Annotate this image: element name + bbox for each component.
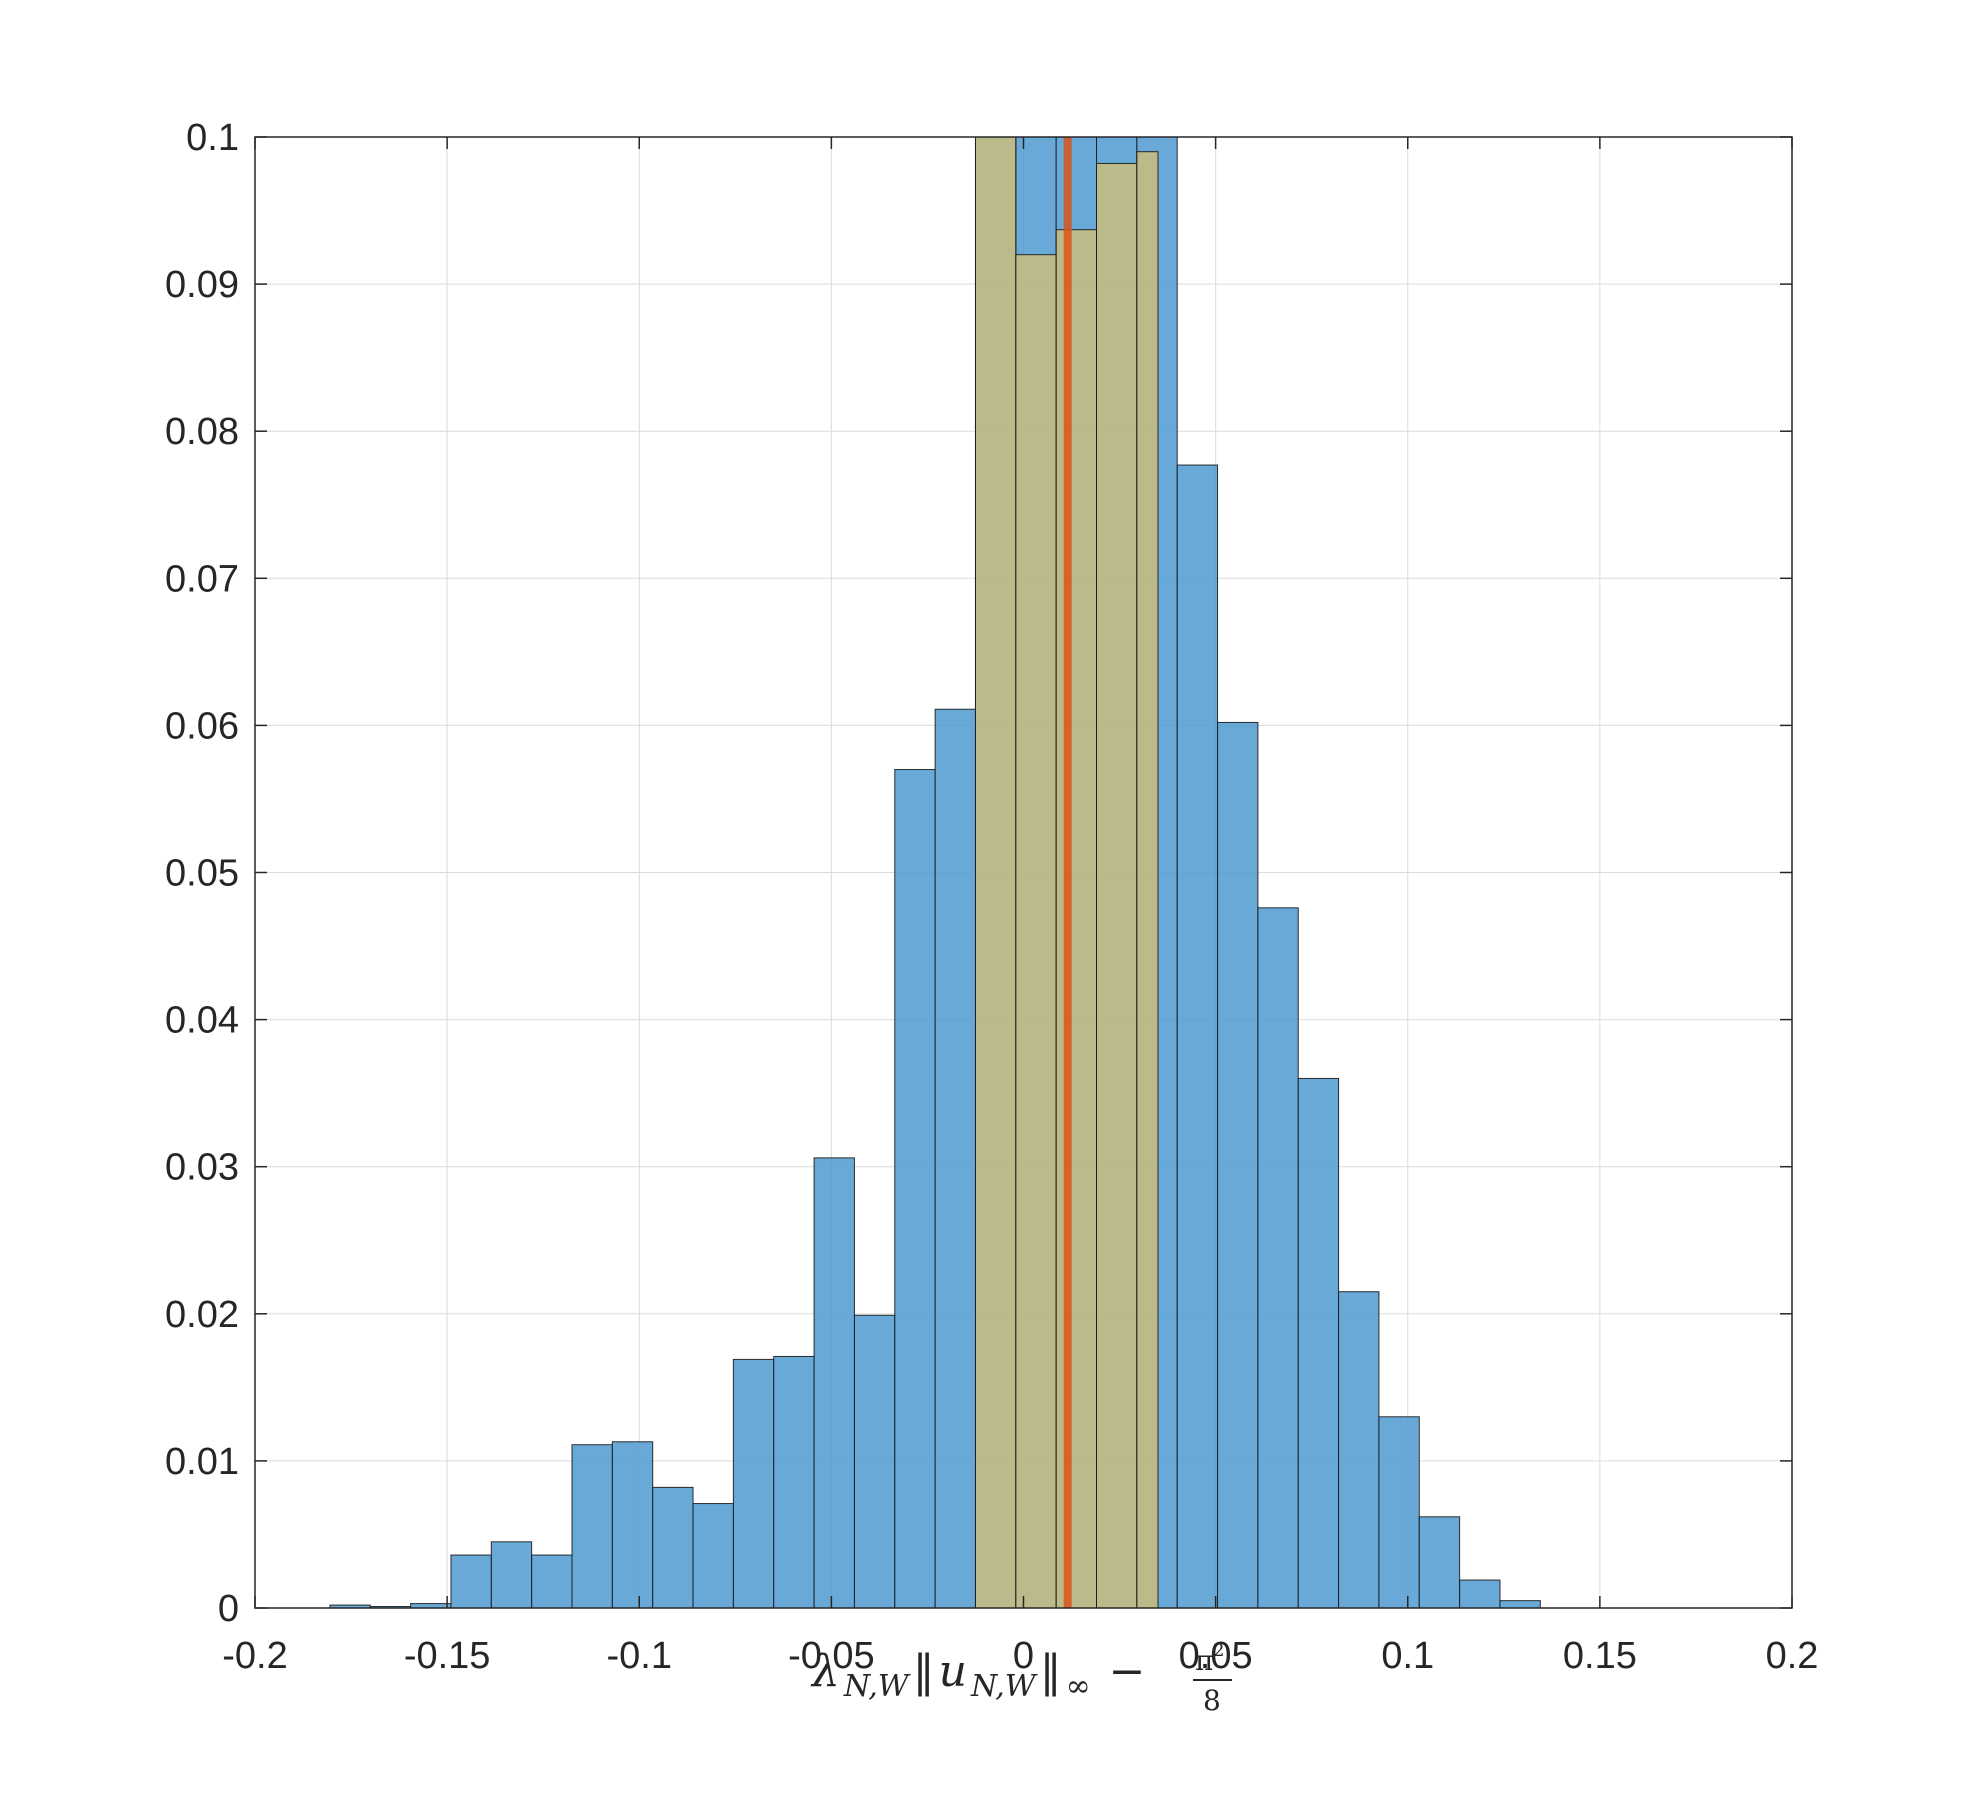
histogram-bar-series-1 [732,1358,775,1609]
x-axis-label-minus: − [1109,1646,1146,1697]
histogram-bar-series-1 [1338,1291,1380,1609]
x-axis-label-frac-denominator: 8 [1203,1684,1221,1717]
histogram-bar-series-1 [1459,1579,1501,1609]
x-axis-label-subscript: N,W [843,1669,911,1704]
x-axis-label: λ N,W ‖ u N,W ‖ ∞ − [810,1646,1146,1704]
x-tick-label: 0.05 [1179,1635,1253,1677]
histogram-bar-series-2 [974,136,1017,1609]
x-axis-label-lambda: λ [810,1646,840,1697]
x-axis-label-norm-close: ‖ [1040,1646,1062,1697]
y-tick-label: 0.06 [165,705,239,747]
x-axis-label-infinity: ∞ [1066,1669,1091,1704]
histogram-bar-series-1 [1418,1516,1461,1609]
histogram-bar-series-1 [1176,464,1219,1609]
y-tick-label: 0.09 [165,264,239,306]
x-axis-label-frac-superscript: 2 [1213,1640,1224,1661]
histogram-bar-series-1 [531,1554,573,1609]
x-axis-label-u: u [939,1646,967,1697]
x-tick-label: 0.2 [1766,1635,1819,1677]
histogram-bar-series-1 [773,1355,815,1609]
y-tick-label: 0.04 [165,1000,239,1042]
histogram-bar-series-1 [853,1314,896,1609]
histogram-bar-series-1 [450,1554,492,1609]
y-tick-label: 0.08 [165,411,239,453]
axes [254,136,1793,1609]
x-tick-label: -0.2 [222,1635,287,1677]
x-tick-label: -0.1 [607,1635,672,1677]
x-axis-label-fraction: π 2 8 [1193,1640,1232,1717]
y-tick-labels: 0 0.01 0.02 0.03 0.04 0.05 0.06 0.07 0.08 0.09 0.1 [165,117,239,1630]
y-tick-label: 0.02 [165,1294,239,1336]
y-tick-label: 0.05 [165,853,239,895]
x-tick-label: 0.1 [1381,1635,1434,1677]
x-tick-label: -0.05 [788,1635,875,1677]
x-tick-label: -0.15 [404,1635,491,1677]
histogram-bar-series-2 [1055,229,1098,1609]
x-axis-label-frac-numerator: π [1195,1644,1213,1677]
x-tick-label: 0.15 [1563,1635,1637,1677]
y-tick-label: 0.1 [186,117,239,159]
x-axis-label-subscript-2: N,W [970,1669,1038,1704]
histogram-bar-series-1 [1499,1600,1541,1609]
histogram-bar-series-1 [894,769,936,1609]
x-tick-label: 0 [1013,1635,1034,1677]
histogram-bar-series-2 [1136,151,1159,1609]
histogram-bar-series-2 [1015,254,1057,1609]
y-tick-label: 0.03 [165,1147,239,1189]
histogram-bars [329,136,1541,1609]
y-tick-label: 0.01 [165,1441,239,1483]
histogram-bar-series-1 [652,1486,694,1609]
histogram-bar-series-2 [1096,162,1138,1609]
histogram-bar-series-1 [1378,1416,1420,1609]
histogram-bar-series-1 [1297,1077,1340,1609]
histogram-bar-series-1 [490,1541,533,1609]
histogram-bar-series-1 [813,1157,855,1609]
histogram-bar-series-1 [1217,721,1259,1609]
x-axis-label-norm-open: ‖ [913,1646,935,1697]
y-tick-label: 0.07 [165,558,239,600]
histogram-bar-series-1 [692,1503,734,1609]
histogram-bar-series-1 [1257,907,1299,1609]
y-tick-label: 0 [218,1588,239,1630]
histogram-bar-series-1 [571,1444,613,1609]
histogram-bar-series-1 [934,708,976,1609]
histogram-bar-series-1 [611,1441,654,1609]
x-tick-labels: -0.2 -0.15 -0.1 -0.05 0 0.05 0.1 0.15 0.2 [222,1635,1818,1677]
